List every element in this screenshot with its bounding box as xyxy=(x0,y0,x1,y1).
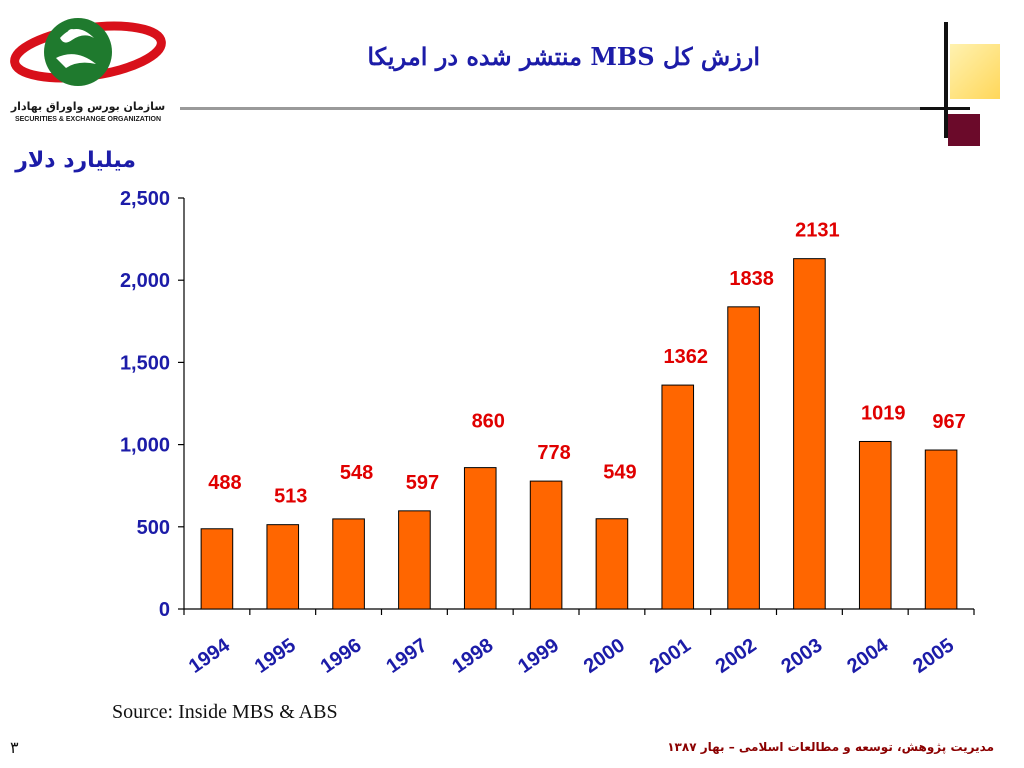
bar xyxy=(200,528,234,610)
y-tick-label: 500 xyxy=(137,517,170,539)
x-tick-label: 2005 xyxy=(909,634,958,678)
x-tick-label: 1994 xyxy=(185,634,235,678)
x-tick-label: 1996 xyxy=(317,634,366,678)
x-tick-label: 2000 xyxy=(580,634,629,678)
data-label: 778 xyxy=(537,442,570,464)
data-label: 2131 xyxy=(795,220,840,242)
title-divider xyxy=(180,107,970,110)
bar xyxy=(398,510,431,610)
y-tick-label: 1,000 xyxy=(120,435,170,457)
bar xyxy=(529,480,563,610)
bar xyxy=(266,524,300,610)
y-tick-label: 0 xyxy=(159,599,170,621)
bar xyxy=(924,449,958,610)
data-label: 1838 xyxy=(729,268,774,290)
bar xyxy=(858,440,892,610)
data-label: 860 xyxy=(472,411,505,433)
y-tick-label: 2,000 xyxy=(120,270,170,292)
data-label: 967 xyxy=(932,411,965,433)
bar xyxy=(595,518,629,610)
data-label: 513 xyxy=(274,486,307,508)
decorative-maroon-square xyxy=(948,114,980,146)
data-label: 597 xyxy=(406,472,439,494)
source-note: Source: Inside MBS & ABS xyxy=(112,701,338,723)
data-label: 1019 xyxy=(861,402,906,424)
x-tick-label: 2001 xyxy=(646,634,695,678)
footer-text: مدیریت پژوهش، توسعه و مطالعات اسلامی – ب… xyxy=(667,740,994,754)
data-label: 488 xyxy=(208,472,241,494)
data-label: 548 xyxy=(340,462,373,484)
x-tick-label: 1995 xyxy=(251,634,300,678)
page-number: ۳ xyxy=(10,738,19,757)
y-axis-unit-label: میلیارد دلار xyxy=(15,148,136,173)
logo-emblem-icon xyxy=(10,18,166,86)
data-label: 1362 xyxy=(664,346,709,368)
x-tick-label: 2002 xyxy=(712,634,761,678)
slide-title: ارزش کل MBS منتشر شده در امریکا xyxy=(367,42,760,71)
x-tick-label: 1997 xyxy=(382,634,431,678)
bar xyxy=(661,384,695,610)
logo-text-persian: سازمان بورس واوراق بهادار xyxy=(10,100,166,113)
bar xyxy=(793,258,826,610)
y-tick-label: 2,500 xyxy=(120,188,170,210)
decorative-vertical-line xyxy=(944,22,948,138)
logo-text-english: SECURITIES & EXCHANGE ORGANIZATION xyxy=(14,116,162,123)
x-tick-label: 2003 xyxy=(777,634,826,678)
y-tick-label: 1,500 xyxy=(120,352,170,374)
decorative-yellow-square xyxy=(950,44,1000,99)
decorative-horizontal-line xyxy=(920,107,970,110)
bar xyxy=(727,306,760,610)
x-tick-label: 2004 xyxy=(843,634,893,678)
bar xyxy=(463,467,497,610)
x-tick-label: 1998 xyxy=(448,634,497,678)
organization-logo: سازمان بورس واوراق بهادار SECURITIES & E… xyxy=(8,8,168,126)
x-tick-label: 1999 xyxy=(514,634,563,678)
bar xyxy=(332,518,365,610)
data-label: 549 xyxy=(603,462,636,484)
